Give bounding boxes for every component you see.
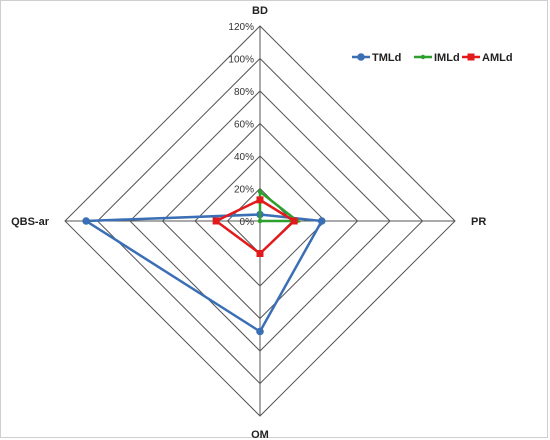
tick-label: 20% — [234, 185, 254, 196]
legend-item-amld: AMLd — [462, 52, 513, 64]
legend-marker — [420, 54, 426, 60]
axis-label-pr: PR — [471, 216, 486, 228]
legend-label: TMLd — [372, 52, 401, 64]
radial-tick-labels: 0% 20% 40% 60% 80% 100% 120% — [228, 22, 254, 228]
data-point — [256, 196, 264, 204]
data-point — [256, 327, 264, 336]
axis-label-qbs-ar: QBS-ar — [11, 216, 50, 228]
legend-marker — [357, 53, 365, 61]
data-point — [257, 218, 263, 224]
legend-item-tmld: TMLd — [352, 52, 401, 64]
legend: TMLd IMLd AMLd — [352, 52, 513, 64]
data-point — [212, 217, 220, 225]
legend-marker — [467, 53, 475, 61]
data-point — [257, 189, 263, 194]
series-line — [258, 189, 302, 223]
data-point — [317, 217, 326, 225]
axis-label-bd: BD — [252, 5, 268, 17]
legend-label: IMLd — [434, 52, 460, 64]
data-series — [82, 189, 326, 336]
legend-item-imld: IMLd — [414, 52, 460, 64]
data-point — [82, 217, 90, 225]
legend-label: AMLd — [482, 52, 513, 64]
axis-labels: BD PR OM QBS-ar — [11, 5, 486, 440]
tick-label: 80% — [234, 87, 254, 98]
tick-label: 120% — [228, 22, 254, 33]
series-amld — [212, 196, 298, 257]
axis-label-om: OM — [251, 429, 269, 440]
tick-label: 0% — [240, 217, 255, 228]
data-point — [290, 217, 298, 225]
series-tmld — [82, 210, 326, 336]
data-point — [256, 250, 264, 257]
tick-label: 40% — [234, 152, 254, 163]
tick-label: 60% — [234, 120, 254, 131]
tick-label: 100% — [228, 55, 254, 66]
series-line — [82, 213, 324, 334]
